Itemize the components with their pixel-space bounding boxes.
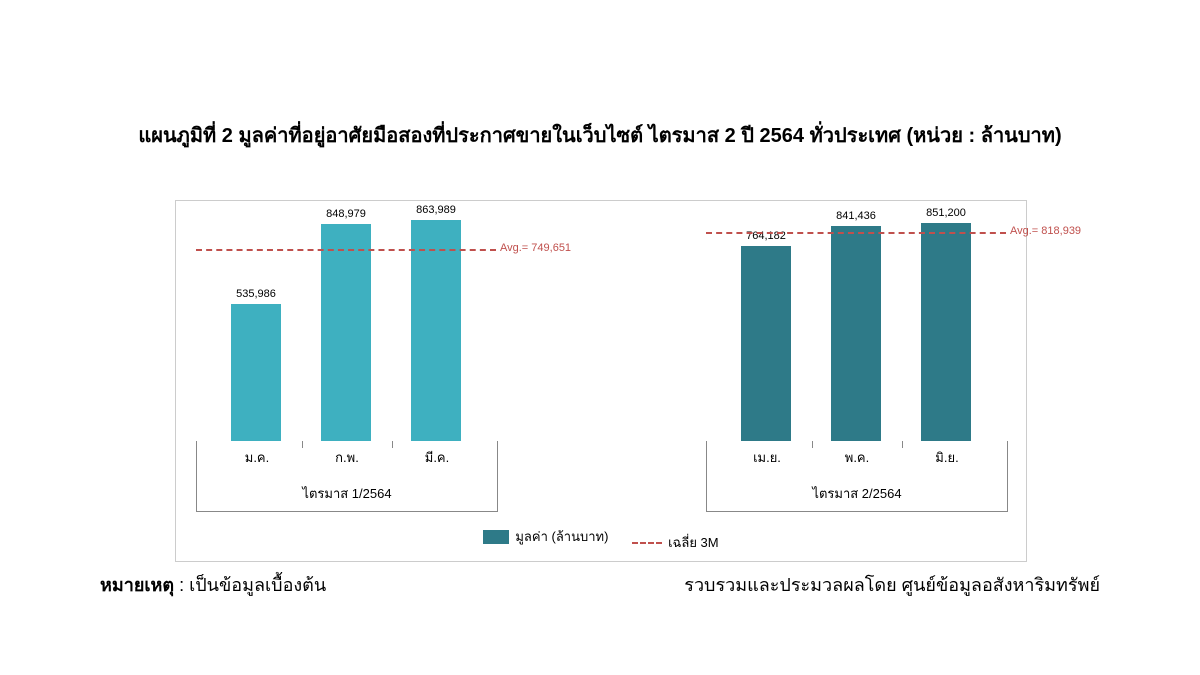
month-labels: เม.ย. พ.ค. มิ.ย. (707, 447, 1007, 467)
axis-tick (812, 441, 813, 448)
legend-series: มูลค่า (ล้านบาท) (483, 526, 608, 547)
page: แผนภูมิที่ 2 มูลค่าที่อยู่อาศัยมือสองที่… (0, 0, 1200, 675)
legend-avg: เฉลี่ย 3M (632, 532, 719, 553)
bar-group: 535,986848,979863,989Avg.= 749,651 (196, 211, 496, 441)
axis-group: ม.ค. ก.พ. มี.ค. ไตรมาส 1/2564 (196, 441, 498, 512)
bar: 535,986 (231, 304, 281, 441)
month-label: มิ.ย. (935, 447, 958, 468)
footer: หมายเหตุ : เป็นข้อมูลเบื้องต้น รวบรวมและ… (100, 570, 1100, 599)
legend-avg-label: เฉลี่ย 3M (668, 532, 719, 553)
month-label: มี.ค. (425, 447, 450, 468)
chart-title: แผนภูมิที่ 2 มูลค่าที่อยู่อาศัยมือสองที่… (100, 120, 1100, 152)
chart-container: 535,986 848,979 863,989 Avg.= 749,651 764,18… (175, 200, 1027, 562)
group-label: ไตรมาส 1/2564 (197, 483, 497, 504)
bar: 851,200 (921, 223, 971, 441)
month-labels: ม.ค. ก.พ. มี.ค. (197, 447, 497, 467)
avg-label: Avg.= 818,939 (1010, 225, 1081, 237)
footer-note: หมายเหตุ : เป็นข้อมูลเบื้องต้น (100, 570, 326, 599)
footer-note-label: หมายเหตุ (100, 575, 174, 595)
bar: 764,182 (741, 246, 791, 441)
month-label: ก.พ. (335, 447, 359, 468)
group-label: ไตรมาส 2/2564 (707, 483, 1007, 504)
legend-series-swatch (483, 530, 509, 544)
bar-value-label: 535,986 (231, 288, 281, 300)
month-label: ม.ค. (245, 447, 270, 468)
legend-series-label: มูลค่า (ล้านบาท) (515, 526, 608, 547)
legend-avg-swatch (632, 542, 662, 544)
avg-line (196, 249, 496, 251)
plot-area: 535,986 848,979 863,989 Avg.= 749,651 764,18… (196, 211, 1006, 441)
axis-area: ม.ค. ก.พ. มี.ค. ไตรมาส 1/2564 เม.ย. พ.ค. มิ.ย.… (196, 441, 1006, 511)
footer-note-text: : เป็นข้อมูลเบื้องต้น (174, 575, 326, 595)
bar: 848,979 (321, 224, 371, 441)
bar-value-label: 848,979 (321, 208, 371, 220)
bar: 841,436 (831, 226, 881, 441)
bar-value-label: 841,436 (831, 210, 881, 222)
legend: มูลค่า (ล้านบาท) เฉลี่ย 3M (176, 526, 1026, 553)
footer-source: รวบรวมและประมวลผลโดย ศูนย์ข้อมูลอสังหาริ… (684, 570, 1100, 599)
axis-group: เม.ย. พ.ค. มิ.ย. ไตรมาส 2/2564 (706, 441, 1008, 512)
avg-line (706, 232, 1006, 234)
axis-tick (902, 441, 903, 448)
bar-value-label: 863,989 (411, 204, 461, 216)
axis-tick (392, 441, 393, 448)
axis-tick (302, 441, 303, 448)
month-label: เม.ย. (753, 447, 781, 468)
bar-group: 764,182841,436851,200Avg.= 818,939 (706, 211, 1006, 441)
month-label: พ.ค. (845, 447, 870, 468)
bar-value-label: 851,200 (921, 207, 971, 219)
avg-label: Avg.= 749,651 (500, 242, 571, 254)
bar: 863,989 (411, 220, 461, 441)
